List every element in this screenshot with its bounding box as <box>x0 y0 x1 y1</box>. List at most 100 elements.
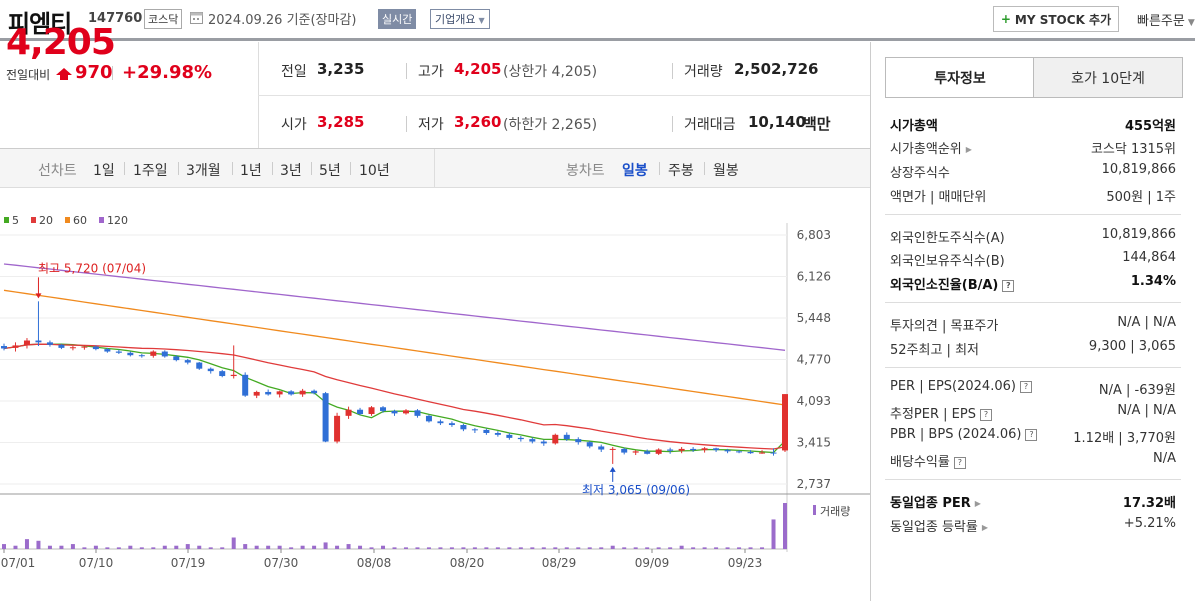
candle-body <box>161 351 168 357</box>
period-1y[interactable]: 1년 <box>240 163 262 179</box>
legend-swatch <box>65 217 70 223</box>
candle-body <box>391 410 398 414</box>
candle-body <box>506 434 513 438</box>
volume-bar <box>760 547 765 549</box>
period-1w[interactable]: 1주일 <box>133 163 168 179</box>
tab-order-book[interactable]: 호가 10단계 <box>1033 57 1183 98</box>
info-row-value: 1.34% <box>1130 274 1176 289</box>
volume-bar <box>231 537 236 549</box>
info-row-label: 투자의견 | 목표주가 <box>890 315 998 334</box>
divider <box>350 162 351 175</box>
realtime-button[interactable]: 실시간 <box>378 9 417 29</box>
candle-body <box>494 432 501 435</box>
help-icon[interactable]: ? <box>979 408 992 421</box>
divider <box>272 162 273 175</box>
candle-monthly[interactable]: 월봉 <box>713 163 739 179</box>
info-label-text: 액면가 | 매매단위 <box>890 190 987 205</box>
info-row-label: 외국인소진율(B/A)? <box>890 274 1015 293</box>
info-label-text: 시가총액 <box>890 119 938 134</box>
candle-body <box>736 451 743 453</box>
period-3m[interactable]: 3개월 <box>186 163 221 179</box>
arrow-right-icon: ▶ <box>965 145 972 154</box>
info-row-label[interactable]: 동일업종 PER ▶ <box>890 492 981 511</box>
quick-order-link[interactable]: 빠른주문 ▼ <box>1137 10 1195 29</box>
period-10y[interactable]: 10년 <box>359 163 390 179</box>
info-row-label[interactable]: 동일업종 등락률 ▶ <box>890 516 988 535</box>
help-icon[interactable]: ? <box>1019 380 1032 393</box>
info-label-text: 52주최고 | 최저 <box>890 343 979 358</box>
divider <box>704 162 705 175</box>
candle-body <box>12 345 19 348</box>
info-row-value: N/A | N/A <box>1117 403 1176 418</box>
tab-investment-info[interactable]: 투자정보 <box>885 57 1035 98</box>
volume-bar <box>208 547 213 549</box>
candle-body <box>448 423 455 426</box>
volume-bar <box>254 545 259 549</box>
period-3y[interactable]: 3년 <box>280 163 302 179</box>
candle-body <box>724 450 731 452</box>
candle-body <box>460 425 467 430</box>
candle-body <box>586 442 593 447</box>
company-overview-button[interactable]: 기업개요 ▼ <box>430 9 490 29</box>
volume-bar <box>484 547 489 549</box>
candle-daily[interactable]: 일봉 <box>622 163 648 179</box>
quick-order-label: 빠른주문 <box>1137 14 1185 29</box>
x-tick-label: 08/29 <box>542 556 577 570</box>
chart-toolbar <box>0 148 870 188</box>
info-row-label[interactable]: 시가총액순위 ▶ <box>890 138 972 157</box>
candle-body <box>299 390 306 395</box>
candle-body <box>678 448 685 451</box>
add-mystock-label: MY STOCK 추가 <box>1014 12 1112 27</box>
volume-bar <box>2 544 6 549</box>
volume-bar <box>24 539 29 549</box>
legend-label: 20 <box>39 214 53 227</box>
volume-bar <box>564 547 569 549</box>
candle-body <box>759 452 766 454</box>
candle-body <box>655 449 662 454</box>
info-label-text: 외국인보유주식수(B) <box>890 254 1005 269</box>
x-tick-label: 07/19 <box>171 556 206 570</box>
candle-body <box>667 449 674 451</box>
period-1d[interactable]: 1일 <box>93 163 115 179</box>
company-overview-label: 기업개요 <box>435 13 476 26</box>
volume-bar <box>323 542 328 549</box>
candle-body <box>483 429 490 433</box>
help-icon[interactable]: ? <box>953 456 966 469</box>
info-row-value: N/A | N/A <box>1117 315 1176 330</box>
volume-bar <box>197 545 202 549</box>
info-row-label: 상장주식수 <box>890 162 950 181</box>
candle-body <box>23 340 30 346</box>
candle-body <box>46 342 53 345</box>
ma60-line <box>3 289 786 406</box>
ma5-line <box>3 343 786 454</box>
info-row-label: 52주최고 | 최저 <box>890 339 979 358</box>
volume-bar <box>507 547 512 549</box>
volume-bar <box>47 545 52 549</box>
period-5y[interactable]: 5년 <box>319 163 341 179</box>
volume-bar <box>737 547 742 549</box>
candle-body <box>35 340 42 343</box>
volume-bar <box>346 544 351 549</box>
candle-body <box>380 407 387 411</box>
volume-bar <box>518 547 523 549</box>
volume-bar <box>783 503 787 549</box>
candle-body <box>322 393 329 442</box>
legend-label: 60 <box>73 214 87 227</box>
info-row-value: 144,864 <box>1122 250 1176 265</box>
candle-weekly[interactable]: 주봉 <box>668 163 694 179</box>
volume-bar <box>70 544 75 549</box>
caret-down-icon: ▼ <box>478 16 485 25</box>
volume-bar <box>553 547 558 549</box>
add-mystock-button[interactable]: + MY STOCK 추가 <box>993 6 1119 32</box>
candle-body <box>598 446 605 450</box>
info-row-label: 시가총액 <box>890 115 938 134</box>
candle-body <box>609 448 616 450</box>
help-icon[interactable]: ? <box>1002 279 1015 292</box>
price-chart[interactable]: 6,803 6,126 5,448 4,770 4,093 3,415 2,737 5 20 60… <box>0 187 870 601</box>
candle-body <box>104 349 111 352</box>
candle-body <box>150 351 157 356</box>
prev-close-label: 전일 <box>281 64 307 80</box>
lower-limit-price: (하한가 2,265) <box>503 117 598 133</box>
info-row-value: 455억원 <box>1124 119 1176 134</box>
help-icon[interactable]: ? <box>1025 428 1038 441</box>
